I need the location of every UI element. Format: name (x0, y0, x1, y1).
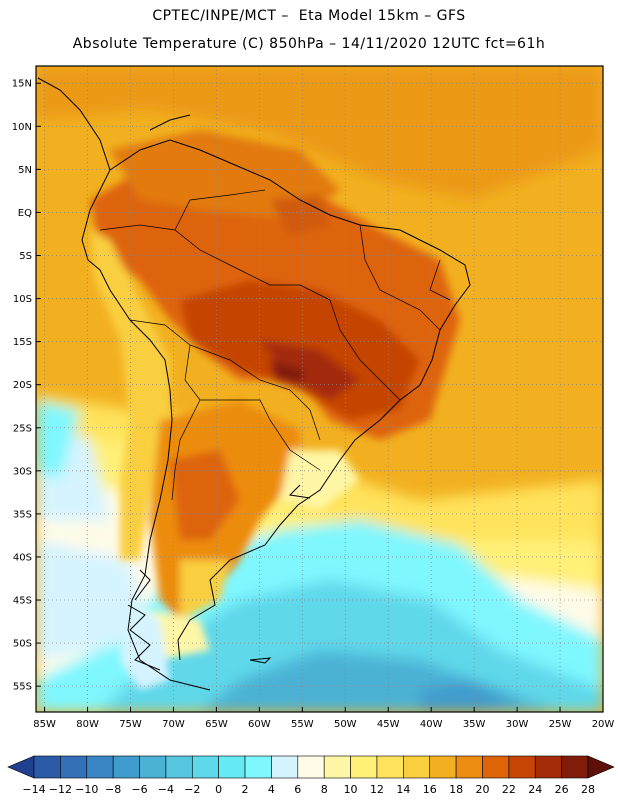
colorbar-swatch (60, 755, 88, 779)
lon-label: 40W (420, 719, 443, 730)
lon-label: 65W (205, 719, 228, 730)
colorbar-swatch (429, 755, 457, 779)
colorbar-swatch (455, 755, 483, 779)
colorbar-label: 26 (555, 783, 569, 796)
lat-label: 10S (13, 294, 32, 305)
lat-label: EQ (18, 208, 32, 219)
colorbar-label: 14 (396, 783, 410, 796)
lat-label: 10N (12, 122, 32, 133)
lat-label: 25S (13, 423, 32, 434)
lon-label: 30W (506, 719, 529, 730)
lon-label: 45W (377, 719, 400, 730)
colorbar-label: −2 (184, 783, 200, 796)
colorbar-swatch (403, 755, 431, 779)
lon-label: 50W (334, 719, 357, 730)
lat-label: 5N (18, 165, 32, 176)
colorbar-swatch (376, 755, 404, 779)
lon-label: 80W (76, 719, 99, 730)
colorbar-swatch (244, 755, 272, 779)
colorbar-label: 8 (321, 783, 328, 796)
lat-label: 20S (13, 380, 32, 391)
colorbar-arrow-left (7, 755, 35, 779)
colorbar-label: 12 (370, 783, 384, 796)
lat-label: 30S (13, 466, 32, 477)
lat-label: 55S (13, 682, 32, 693)
lon-label: 35W (463, 719, 486, 730)
colorbar-label: −12 (49, 783, 72, 796)
colorbar-label: 28 (581, 783, 595, 796)
lon-label: 75W (119, 719, 142, 730)
lon-label: 25W (549, 719, 572, 730)
lat-label: 35S (13, 509, 32, 520)
colorbar-swatch (165, 755, 193, 779)
title-line-1: CPTEC/INPE/MCT – Eta Model 15km – GFS (152, 8, 466, 24)
colorbar-label: 10 (344, 783, 358, 796)
map-frame (35, 65, 604, 713)
colorbar-swatch (86, 755, 114, 779)
lon-label: 60W (248, 719, 271, 730)
colorbar-swatch (561, 755, 589, 779)
colorbar-label: −8 (105, 783, 121, 796)
lon-label: 70W (162, 719, 185, 730)
lat-label: 15N (12, 79, 32, 90)
longitude-labels: 85W 80W 75W 70W 65W 60W 55W 50W 45W 40W 35W 30W 25W 2… (33, 707, 614, 730)
colorbar-swatch (33, 755, 61, 779)
colorbar-swatch (139, 755, 167, 779)
graticule (36, 66, 603, 712)
lon-label: 20W (592, 719, 615, 730)
colorbar-label: 20 (475, 783, 489, 796)
colorbar-label: 6 (294, 783, 301, 796)
country-borders (99, 189, 451, 501)
colorbar-label: −6 (131, 783, 147, 796)
colorbar-swatch (112, 755, 140, 779)
colorbar-swatch (323, 755, 351, 779)
colorbar-swatch (218, 755, 246, 779)
colorbar-label: 22 (502, 783, 516, 796)
title-line-2: Absolute Temperature (C) 850hPa – 14/11/… (72, 36, 546, 52)
colorbar-swatch (297, 755, 325, 779)
colorbar-label: 18 (449, 783, 463, 796)
colorbar-label: −4 (158, 783, 174, 796)
colorbar-swatch (271, 755, 299, 779)
colorbar-label: 4 (268, 783, 275, 796)
lat-label: 50S (13, 639, 32, 650)
colorbar-swatch (534, 755, 562, 779)
latitude-labels: 15N 10N 5N EQ 5S 10S 15S 20S 25S 30S 35S 40S 45S 50S 5… (12, 79, 41, 693)
colorbar-label: 16 (423, 783, 437, 796)
temperature-field (36, 66, 603, 712)
colorbar-swatch (482, 755, 510, 779)
colorbar-swatch (191, 755, 219, 779)
colorbar-label: 0 (215, 783, 222, 796)
lat-label: 45S (13, 596, 32, 607)
colorbar-labels: −14 −12 −10 −8 −6 −4 −2 0 2 4 6 8 10 12 14 16 18 20 22 24 26… (22, 783, 595, 796)
lon-label: 55W (291, 719, 314, 730)
lat-label: 5S (19, 251, 32, 262)
colorbar-label: 2 (242, 783, 249, 796)
colorbar-swatch (350, 755, 378, 779)
colorbar-arrow-right (587, 755, 615, 779)
lat-label: 15S (13, 337, 32, 348)
lon-label: 85W (33, 719, 56, 730)
lat-label: 40S (13, 552, 32, 563)
colorbar-label: −14 (22, 783, 45, 796)
colorbar-swatch (508, 755, 536, 779)
colorbar (7, 755, 615, 779)
colorbar-label: 24 (528, 783, 542, 796)
coastlines (37, 77, 471, 691)
colorbar-label: −10 (75, 783, 98, 796)
